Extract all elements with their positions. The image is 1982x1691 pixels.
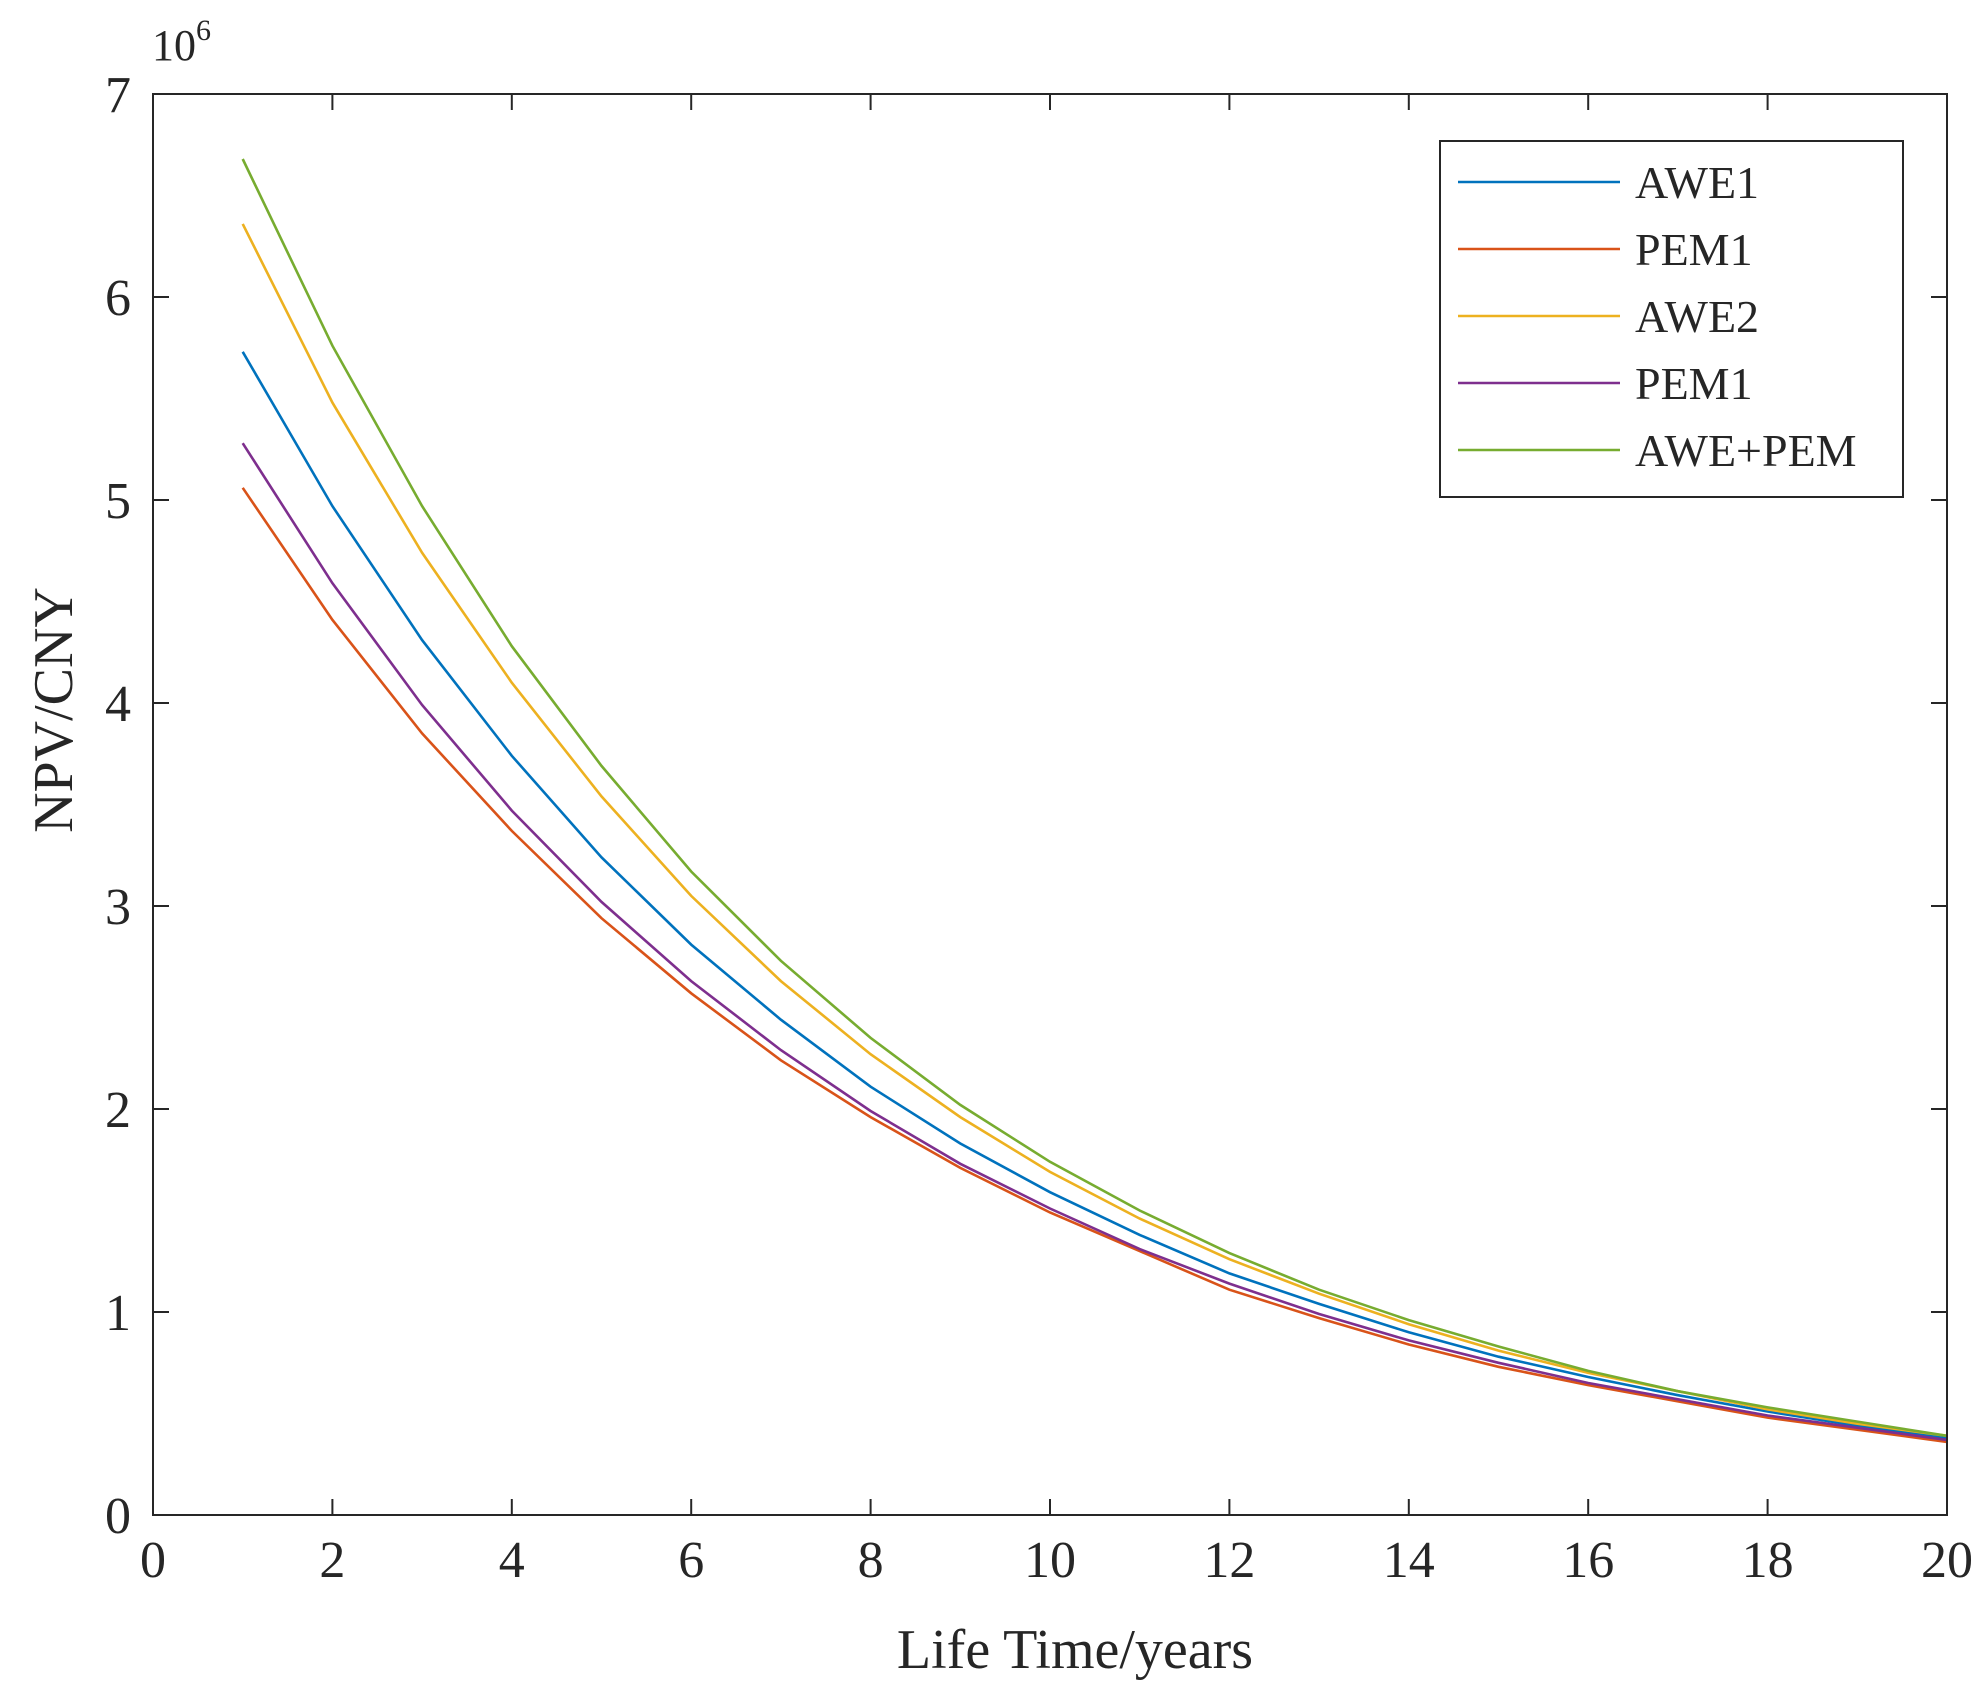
x-tick-label: 4 <box>499 1532 525 1589</box>
y-tick-label: 6 <box>105 270 131 327</box>
x-tick-label: 10 <box>1024 1532 1076 1589</box>
series-layer <box>241 158 1948 1444</box>
legend-item: PEM1 <box>1458 358 1753 409</box>
x-tick-label: 14 <box>1383 1532 1435 1589</box>
x-tick-label: 6 <box>678 1532 704 1589</box>
y-tick-label: 0 <box>105 1488 131 1545</box>
y-tick-label: 3 <box>105 879 131 936</box>
x-axis-title: Life Time/years <box>897 1619 1253 1681</box>
y-exponent-label: 10 6 <box>152 14 211 70</box>
series-line-4 <box>241 442 1948 1442</box>
x-tick-label: 16 <box>1562 1532 1614 1589</box>
legend-label: PEM1 <box>1635 358 1753 409</box>
y-tick-label: 2 <box>105 1082 131 1139</box>
legend-item: AWE1 <box>1458 157 1759 208</box>
y-tick-label: 7 <box>105 67 131 124</box>
y-tick-label: 4 <box>105 676 131 733</box>
legend-label: AWE1 <box>1635 157 1759 208</box>
x-tick-label: 18 <box>1742 1532 1794 1589</box>
legend-label: AWE2 <box>1635 291 1759 342</box>
legend-item: AWE2 <box>1458 291 1759 342</box>
series-line-5 <box>241 158 1948 1438</box>
y-tick-label: 1 <box>105 1285 131 1342</box>
legend-item: AWE+PEM <box>1458 425 1857 476</box>
y-axis-title: NPV/CNY <box>23 587 85 833</box>
legend-label: AWE+PEM <box>1635 425 1857 476</box>
x-tick-label: 12 <box>1203 1532 1255 1589</box>
legend-label: PEM1 <box>1635 224 1753 275</box>
x-tick-label: 8 <box>858 1532 884 1589</box>
y-exponent-base: 10 <box>152 21 196 70</box>
series-line-1 <box>241 351 1948 1440</box>
legend-item: PEM1 <box>1458 224 1753 275</box>
y-exponent-power: 6 <box>196 14 211 47</box>
x-tick-label: 0 <box>140 1532 166 1589</box>
y-tick-label: 5 <box>105 473 131 530</box>
x-tick-label: 20 <box>1921 1532 1973 1589</box>
series-line-2 <box>241 487 1948 1444</box>
x-tick-label: 2 <box>319 1532 345 1589</box>
legend: AWE1 PEM1 AWE2 PEM1 AWE+PEM <box>1439 140 1904 498</box>
legend-box <box>1439 140 1904 498</box>
